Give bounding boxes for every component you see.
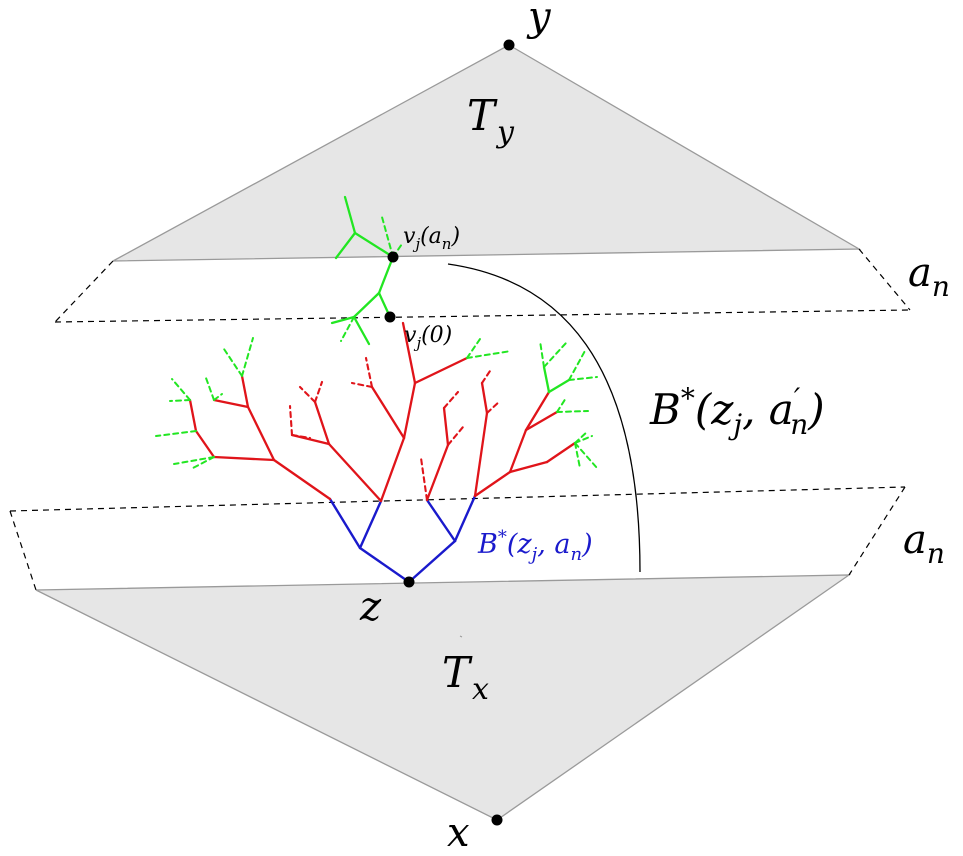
band-top (54, 248, 911, 323)
vertex-vj-an (387, 251, 399, 263)
ball-boundary-curve (447, 263, 641, 573)
label-Tx: Tx (442, 648, 489, 707)
vertex-y (503, 39, 515, 51)
region-Ty (112, 44, 862, 262)
vertex-x (491, 814, 503, 826)
label-z: z (359, 584, 382, 630)
label-an-top: an (908, 250, 950, 303)
label-Ty: Ty (467, 91, 515, 150)
label-B-prime: B*(zj, a′ n) (649, 382, 825, 441)
label-vj-an: vj(an) (403, 224, 460, 253)
label-vj-0: vj(0) (404, 323, 452, 352)
label-Tx-sub: x (472, 672, 489, 707)
red-tree-dashed (288, 356, 502, 502)
label-Ty-sub: y (495, 115, 515, 150)
band-bottom (9, 486, 906, 591)
red-tree-solid (188, 321, 577, 503)
label-an-bottom: an (903, 517, 945, 570)
region-Tx (35, 574, 852, 821)
green-tree-solid (330, 195, 571, 394)
label-B-blue: B*(zj, an) (477, 527, 593, 565)
tick-mark (459, 635, 463, 638)
label-y: y (526, 0, 552, 40)
vertex-vj-0 (384, 311, 396, 323)
blue-tree (328, 494, 477, 584)
vertex-z (403, 576, 415, 588)
label-x: x (447, 810, 470, 856)
